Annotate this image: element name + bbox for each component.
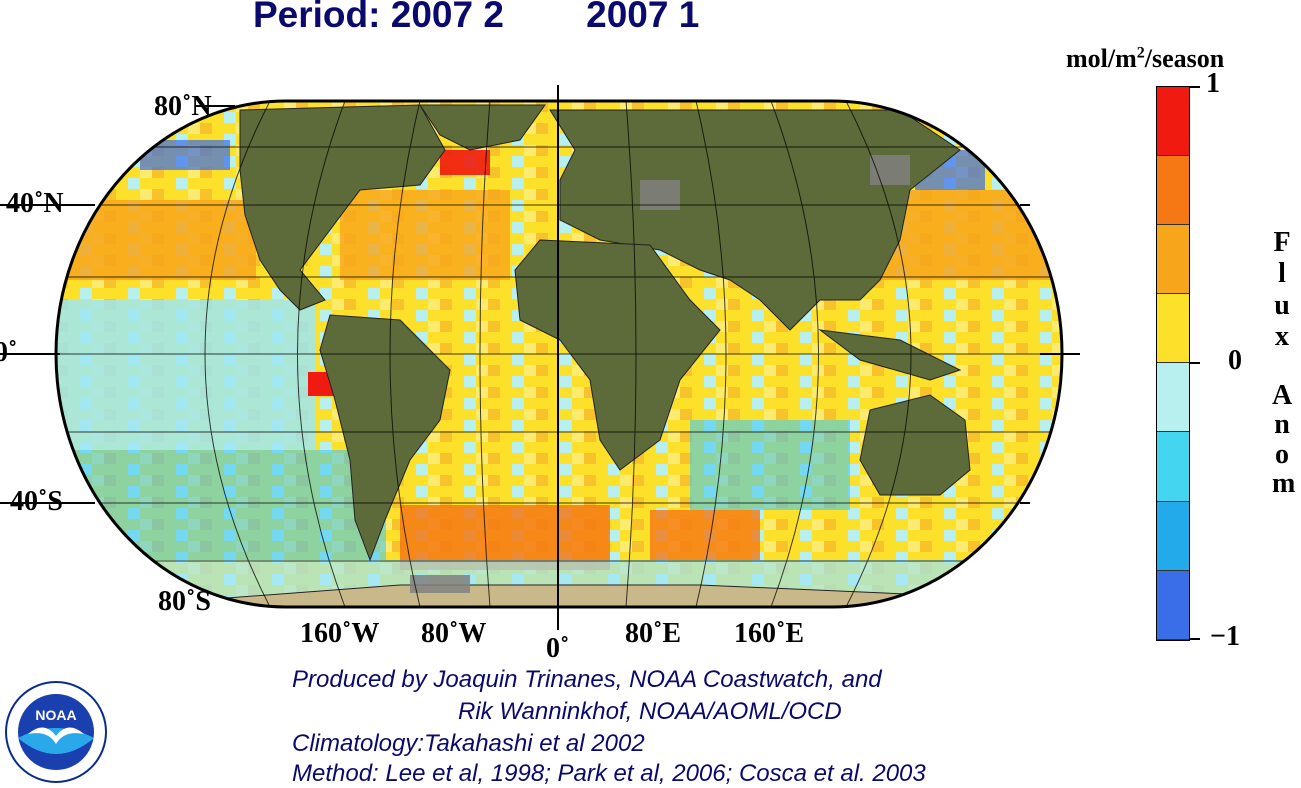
anomaly-southern-indian <box>650 510 760 560</box>
colorbar <box>1156 86 1190 641</box>
lat-label-80n: 80˚N <box>154 91 212 122</box>
secondary-period-label: 2007 1 <box>586 0 700 35</box>
anomaly-south-atlantic <box>400 505 610 570</box>
colorbar-segment-6 <box>1157 501 1189 571</box>
lon-label-80e: 80˚E <box>625 618 681 649</box>
colorbar-units: mol/m2/season <box>1066 44 1224 74</box>
anomaly-equatorial-pacific <box>56 300 316 450</box>
units-tail: /season <box>1144 44 1225 73</box>
south-america <box>319 314 451 562</box>
colorbar-title-char: n <box>1274 409 1290 440</box>
lon-label-160e: 160˚E <box>734 618 804 649</box>
credit-line-2: Rik Wanninkhof, NOAA/AOML/OCD <box>458 698 842 725</box>
credit-line-3: Climatology:Takahashi et al 2002 <box>292 730 645 757</box>
eurasia <box>549 109 961 331</box>
lon-label-0: 0˚ <box>546 633 570 664</box>
period-label: Period: 2007 2 <box>253 0 504 35</box>
page-title: Period: 2007 2 2007 1 <box>253 0 699 36</box>
lat-label-0: 0˚ <box>0 337 18 368</box>
lon-label-80w: 80˚W <box>421 618 487 649</box>
colorbar-title-char: F <box>1273 227 1291 258</box>
credit-line-1: Produced by Joaquin Trinanes, NOAA Coast… <box>292 666 882 693</box>
colorbar-title-char: m <box>1272 468 1296 499</box>
colorbar-segment-2 <box>1157 225 1189 295</box>
credit-line-4: Method: Lee et al, 1998; Park et al, 200… <box>292 760 926 787</box>
anomaly-greenland-hotspot <box>440 150 490 175</box>
australia <box>859 394 971 496</box>
colorbar-title-char: l <box>1278 258 1286 289</box>
anomaly-south-indian <box>690 420 850 510</box>
units-exponent: 2 <box>1136 44 1145 62</box>
lat-label-80s: 80˚S <box>158 586 211 617</box>
indonesia <box>818 329 962 381</box>
colorbar-title-char: A <box>1272 380 1293 411</box>
north-america <box>239 104 446 311</box>
anomaly-bering-cold <box>140 140 230 170</box>
greenland <box>419 104 546 151</box>
colorbar-max-label: 1 <box>1206 68 1220 99</box>
colorbar-title-char: u <box>1274 290 1290 321</box>
anomaly-north-pacific-east <box>56 200 256 280</box>
anomaly-south-pacific <box>56 450 386 560</box>
noaa-logo: NOAA <box>5 681 107 783</box>
colorbar-segment-7 <box>1157 570 1189 640</box>
colorbar-segment-1 <box>1157 156 1189 226</box>
colorbar-title-char: x <box>1275 321 1289 352</box>
lat-label-40s: 40˚S <box>10 486 63 517</box>
colorbar-min-label: −1 <box>1210 621 1240 652</box>
lon-label-160w: 160˚W <box>300 618 380 649</box>
colorbar-segment-0 <box>1157 87 1189 157</box>
units-base: mol/m <box>1066 44 1137 73</box>
no-data-drake <box>410 575 470 593</box>
colorbar-segment-3 <box>1157 294 1189 364</box>
colorbar-title-char: o <box>1275 439 1289 470</box>
lat-label-40n: 40˚N <box>6 188 64 219</box>
colorbar-mid-label: 0 <box>1228 345 1242 376</box>
colorbar-segment-4 <box>1157 363 1189 433</box>
africa <box>514 239 721 471</box>
anomaly-north-atlantic <box>340 190 510 280</box>
noaa-logo-text: NOAA <box>35 707 76 723</box>
colorbar-segment-5 <box>1157 432 1189 502</box>
no-data-okhotsk <box>870 155 910 185</box>
